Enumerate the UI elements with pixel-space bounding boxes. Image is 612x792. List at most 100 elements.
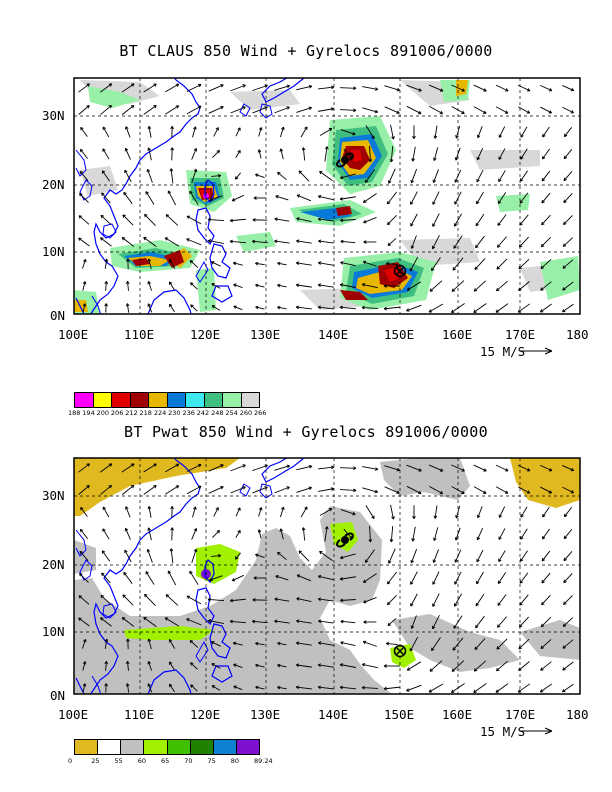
wind-vector: [235, 530, 241, 538]
wind-vector-head: [274, 619, 278, 624]
wind-vector: [167, 570, 177, 586]
wind-vector: [99, 83, 113, 93]
wind-vector-head: [237, 127, 241, 131]
wind-vector-head: [277, 305, 281, 310]
wind-vector-head: [475, 602, 479, 607]
wind-vector-head: [229, 619, 233, 624]
wind-vector: [475, 213, 485, 227]
wind-vector: [211, 283, 221, 289]
wind-vector-head: [396, 110, 400, 114]
wind-vector: [189, 260, 199, 268]
p2-map-field: [74, 458, 580, 694]
wind-vector-head: [518, 244, 523, 248]
wind-vector-head: [406, 287, 411, 291]
wind-vector: [518, 236, 530, 248]
wind-vector-head: [461, 468, 465, 472]
wind-vector: [434, 125, 438, 139]
wind-vector-head: [207, 597, 211, 602]
wind-vector-head: [387, 242, 392, 247]
p2-xtick-170: 170E: [505, 707, 536, 722]
wind-vector-head: [519, 200, 523, 204]
wind-vector: [209, 195, 223, 201]
wind-vector-head: [453, 603, 458, 607]
p1-ytick-0: 0N: [50, 308, 66, 323]
wind-vector-head: [455, 515, 459, 519]
wind-vector-head: [548, 110, 553, 114]
wind-vector-head: [362, 260, 367, 265]
wind-vector-head: [517, 309, 522, 313]
wind-vector-head: [193, 126, 197, 130]
wind-vector-head: [190, 662, 194, 666]
wind-vector: [211, 663, 221, 669]
wind-vector-head: [433, 157, 437, 161]
wind-vector: [340, 576, 356, 580]
wind-vector-head: [495, 309, 500, 313]
wind-vector: [362, 107, 378, 113]
wind-vector-head: [339, 305, 343, 310]
wind-vector: [258, 149, 262, 159]
wind-vector-head: [353, 466, 357, 471]
wind-vector: [148, 661, 152, 671]
wind-vector: [361, 307, 379, 309]
wind-vector: [365, 505, 375, 519]
p1-ytick-30: 30N: [42, 108, 65, 123]
colorbar-label: 218: [139, 409, 152, 417]
wind-vector-head: [505, 88, 509, 92]
wind-vector-head: [86, 485, 90, 489]
wind-vector: [255, 262, 265, 266]
wind-vector-head: [454, 581, 458, 585]
wind-vector-head: [79, 550, 83, 555]
wind-vector-head: [229, 239, 233, 244]
wind-vector-head: [476, 514, 481, 519]
wind-vector: [496, 280, 508, 292]
wind-vector-head: [410, 179, 414, 184]
wind-vector-head: [495, 689, 500, 693]
wind-vector-head: [229, 598, 234, 603]
wind-vector-head: [340, 261, 344, 265]
wind-vector-head: [498, 558, 502, 562]
wind-vector-head: [450, 689, 455, 693]
wind-vector: [169, 303, 175, 313]
p1-xtick-170: 170E: [505, 327, 536, 342]
wind-vector: [101, 550, 111, 562]
p1-xtick-160: 160E: [442, 327, 473, 342]
wind-vector: [143, 83, 157, 93]
wind-vector: [296, 85, 312, 91]
wind-vector-head: [519, 558, 524, 562]
wind-vector-head: [428, 309, 433, 313]
wind-vector-head: [237, 530, 241, 534]
wind-vector: [339, 686, 357, 690]
wind-vector: [519, 594, 529, 606]
wind-vector-head: [364, 179, 369, 183]
wind-vector-head: [473, 689, 477, 693]
wind-vector: [300, 506, 308, 518]
wind-vector: [192, 126, 196, 138]
wind-vector-head: [396, 87, 400, 92]
wind-vector: [476, 527, 484, 541]
wind-vector-head: [330, 487, 335, 491]
wind-vector-head: [144, 593, 148, 598]
wind-vector: [143, 485, 157, 495]
wind-vector: [233, 305, 243, 311]
wind-vector: [208, 620, 224, 624]
wind-vector: [517, 464, 531, 472]
colorbar-label: 70: [184, 757, 193, 765]
wind-vector: [122, 214, 134, 226]
wind-vector-head: [255, 283, 259, 288]
wind-vector-head: [78, 595, 83, 599]
wind-vector-head: [410, 581, 414, 585]
wind-vector-head: [362, 199, 367, 203]
wind-vector: [454, 213, 462, 227]
wind-vector: [340, 599, 356, 601]
wind-vector: [186, 84, 202, 92]
p2-scale-label: 15 M/S: [480, 724, 526, 739]
wind-vector-head: [220, 106, 224, 110]
wind-vector: [300, 126, 308, 138]
wind-vector: [432, 614, 440, 630]
wind-vector: [255, 284, 265, 288]
wind-vector: [148, 147, 152, 161]
wind-vector-head: [78, 237, 82, 241]
wind-vector: [280, 126, 284, 138]
p2-ytick-0: 0N: [50, 688, 66, 703]
